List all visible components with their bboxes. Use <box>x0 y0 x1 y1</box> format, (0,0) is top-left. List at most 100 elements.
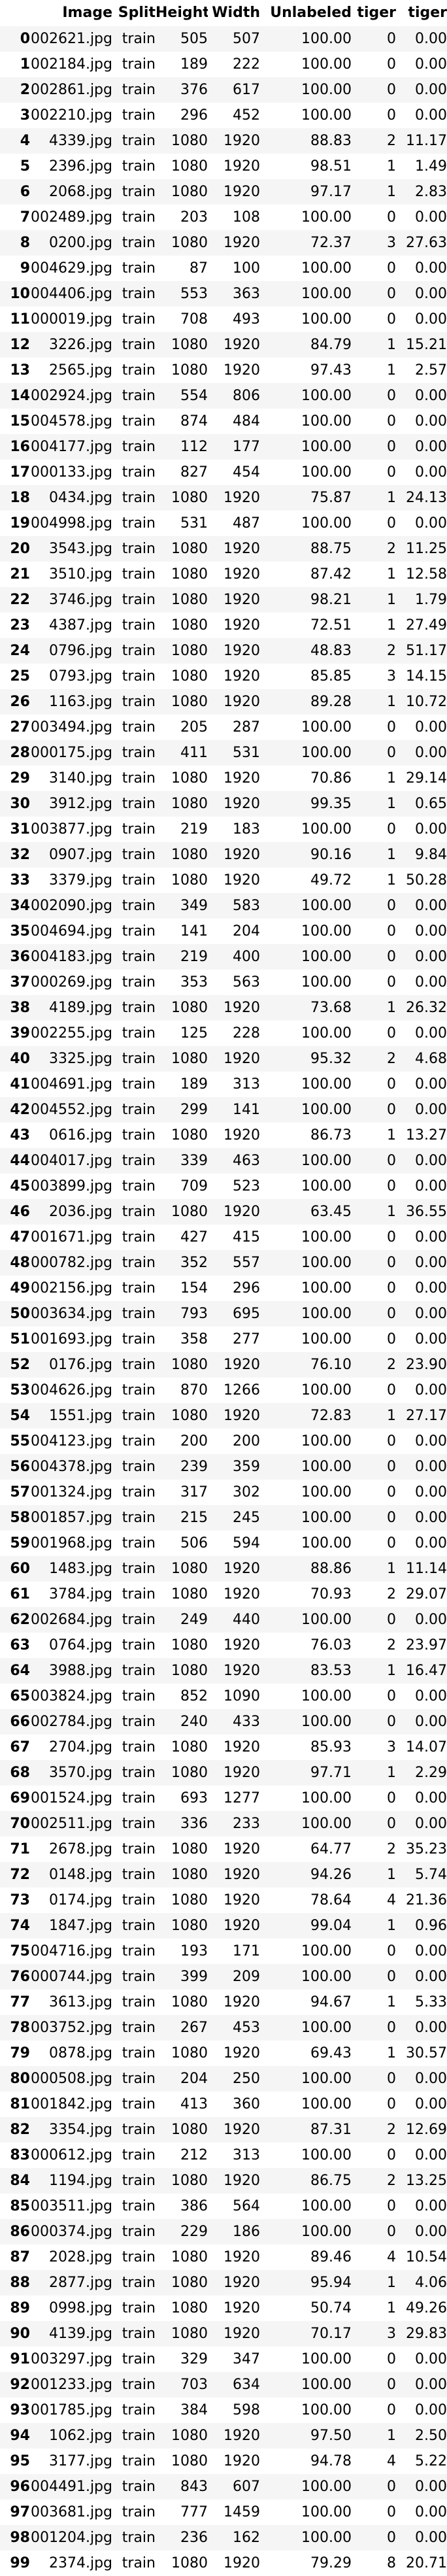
width-cell: 347 <box>233 2351 260 2367</box>
row-index: 99 <box>10 2555 30 2571</box>
height-cell: 205 <box>180 719 208 736</box>
image-cell: 1194.jpg <box>48 2173 112 2189</box>
row-index: 21 <box>10 566 30 583</box>
image-cell: 0998.jpg <box>48 2300 112 2316</box>
height-cell: 1080 <box>171 2173 208 2189</box>
split-cell: train <box>122 2249 156 2265</box>
row-index: 7 <box>20 209 30 226</box>
row-index: 90 <box>10 2326 30 2342</box>
table-body: 0 002621.jpg train 505 507 100.00 0 0.00 1 002184… <box>0 26 447 2576</box>
image-cell: 002210.jpg <box>30 107 112 124</box>
tiger-percent-cell: 11.25 <box>406 541 447 557</box>
width-cell: 1920 <box>224 490 260 506</box>
unlabeled-cell: 78.64 <box>310 1892 352 1908</box>
row-index: 35 <box>10 923 30 940</box>
image-cell: 001324.jpg <box>30 1484 112 1500</box>
width-cell: 1920 <box>224 1892 260 1908</box>
tiger-count-cell: 0 <box>387 1102 396 1118</box>
row-index: 96 <box>10 2479 30 2495</box>
height-cell: 709 <box>180 1178 208 1195</box>
row-index: 88 <box>10 2275 30 2291</box>
height-cell: 1080 <box>171 1663 208 1679</box>
row-index: 38 <box>10 1000 30 1016</box>
tiger-percent-cell: 4.06 <box>415 2275 447 2291</box>
tiger-count-cell: 0 <box>387 2504 396 2520</box>
width-cell: 1920 <box>224 770 260 787</box>
image-cell: 4387.jpg <box>48 617 112 634</box>
tiger-percent-cell: 0.00 <box>415 388 447 404</box>
row-index: 24 <box>10 643 30 659</box>
image-cell: 003511.jpg <box>30 2198 112 2214</box>
height-cell: 777 <box>180 2504 208 2520</box>
split-cell: train <box>122 2275 156 2291</box>
tiger-percent-cell: 51.17 <box>406 643 447 659</box>
width-cell: 400 <box>233 949 260 965</box>
tiger-count-cell: 2 <box>387 541 396 557</box>
height-cell: 1080 <box>171 1637 208 1653</box>
height-cell: 219 <box>180 821 208 838</box>
unlabeled-cell: 100.00 <box>301 260 352 277</box>
table-row: 91 003297.jpg train 329 347 100.00 0 0.00 <box>0 2347 447 2372</box>
split-cell: train <box>122 1076 156 1093</box>
unlabeled-cell: 73.68 <box>310 1000 352 1016</box>
split-cell: train <box>122 1841 156 1857</box>
height-cell: 239 <box>180 1459 208 1475</box>
table-row: 13 2565.jpg train 1080 1920 97.43 1 2.57 <box>0 358 447 383</box>
tiger-count-cell: 0 <box>387 464 396 481</box>
split-cell: train <box>122 1918 156 1934</box>
height-cell: 1080 <box>171 1127 208 1144</box>
height-cell: 1080 <box>171 1892 208 1908</box>
row-index: 54 <box>10 1408 30 1424</box>
unlabeled-cell: 100.00 <box>301 515 352 532</box>
table-row: 75 004716.jpg train 193 171 100.00 0 0.00 <box>0 1939 447 1964</box>
unlabeled-cell: 100.00 <box>301 1306 352 1322</box>
tiger-count-cell: 0 <box>387 949 396 965</box>
unlabeled-cell: 100.00 <box>301 1331 352 1347</box>
image-cell: 3354.jpg <box>48 2122 112 2138</box>
height-cell: 386 <box>180 2198 208 2214</box>
width-cell: 360 <box>233 2096 260 2112</box>
tiger-count-cell: 0 <box>387 1255 396 1271</box>
unlabeled-cell: 100.00 <box>301 311 352 328</box>
width-cell: 200 <box>233 1433 260 1449</box>
width-cell: 1920 <box>224 643 260 659</box>
image-cell: 1163.jpg <box>48 694 112 710</box>
height-cell: 1080 <box>171 490 208 506</box>
split-cell: train <box>122 1357 156 1373</box>
height-cell: 427 <box>180 1229 208 1246</box>
table-row: 7 002489.jpg train 203 108 100.00 0 0.00 <box>0 205 447 230</box>
split-cell: train <box>122 107 156 124</box>
tiger-count-cell: 2 <box>387 1586 396 1602</box>
split-cell: train <box>122 1892 156 1908</box>
row-index: 22 <box>10 592 30 608</box>
row-index: 37 <box>10 974 30 991</box>
unlabeled-cell: 100.00 <box>301 1943 352 1959</box>
tiger-percent-cell: 0.00 <box>415 2224 447 2240</box>
image-cell: 003877.jpg <box>30 821 112 838</box>
table-row: 79 0878.jpg train 1080 1920 69.43 1 30.57 <box>0 2041 447 2066</box>
unlabeled-cell: 72.37 <box>310 235 352 251</box>
width-cell: 233 <box>233 1816 260 1832</box>
table-row: 77 3613.jpg train 1080 1920 94.67 1 5.33 <box>0 1990 447 2015</box>
split-cell: train <box>122 898 156 914</box>
image-cell: 2565.jpg <box>48 362 112 379</box>
width-cell: 557 <box>233 1255 260 1271</box>
tiger-percent-cell: 0.00 <box>415 515 447 532</box>
table-row: 42 004552.jpg train 299 141 100.00 0 0.00 <box>0 1097 447 1123</box>
tiger-count-cell: 0 <box>387 1816 396 1832</box>
row-index: 80 <box>10 2071 30 2087</box>
height-cell: 1080 <box>171 2453 208 2469</box>
split-cell: train <box>122 1433 156 1449</box>
table-row: 52 0176.jpg train 1080 1920 76.10 2 23.90 <box>0 1352 447 1378</box>
image-cell: 2028.jpg <box>48 2249 112 2265</box>
tiger-percent-cell: 14.15 <box>406 668 447 685</box>
width-cell: 287 <box>233 719 260 736</box>
image-cell: 004629.jpg <box>30 260 112 277</box>
table-row: 68 3570.jpg train 1080 1920 97.71 1 2.29 <box>0 1760 447 1786</box>
image-cell: 000175.jpg <box>30 745 112 761</box>
tiger-percent-cell: 0.00 <box>415 1790 447 1806</box>
tiger-percent-cell: 27.17 <box>406 1408 447 1424</box>
row-index: 75 <box>10 1943 30 1959</box>
row-index: 68 <box>10 1765 30 1781</box>
split-cell: train <box>122 1025 156 1042</box>
